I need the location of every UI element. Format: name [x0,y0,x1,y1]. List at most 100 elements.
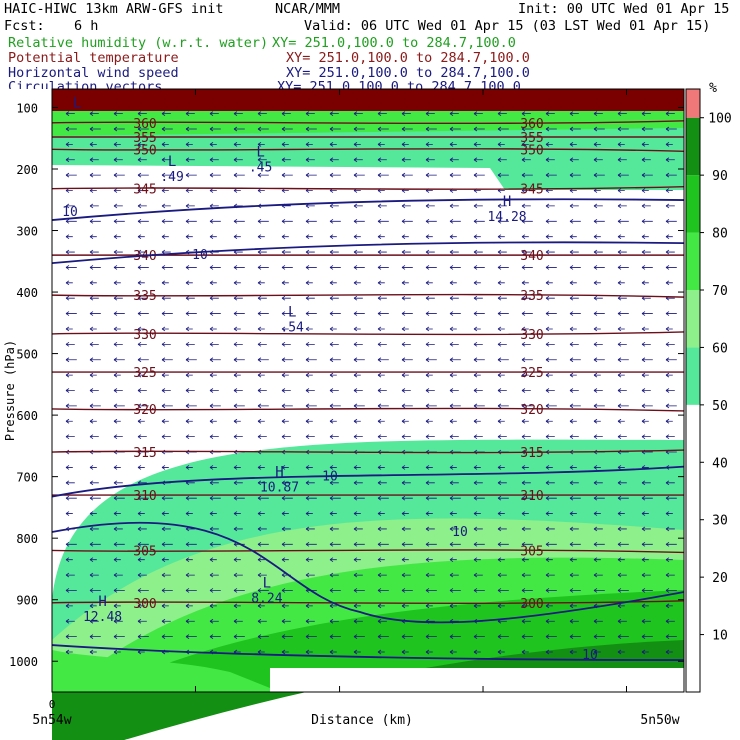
vector-arrow [65,557,73,563]
vector-arrow [545,465,553,470]
vector-arrow [425,418,433,424]
vector-arrow [641,649,649,655]
vector-arrow [113,342,123,347]
vector-arrow [257,142,265,147]
vector-arrow [401,403,413,409]
vector-arrow [209,480,219,486]
vector-arrow [617,218,629,224]
vector-arrow [233,295,243,301]
extremum-symbol: L [168,154,176,170]
vector-arrow [185,126,197,132]
vector-arrow [569,142,577,147]
extremum-value: 10.87 [260,481,299,496]
fcst-label: Fcst: [4,18,45,34]
vector-arrow [545,495,557,501]
vector-arrow [593,495,605,501]
extremum-symbol: L [256,145,264,161]
vector-arrow [497,541,509,547]
vector-arrow [521,203,531,209]
vector-arrow [329,603,337,609]
vector-arrow [473,357,485,363]
vector-arrow [569,295,579,301]
vector-arrow [329,234,337,240]
vector-arrow [521,403,533,409]
vector-arrow [353,342,363,347]
vector-arrow [305,511,313,516]
vector-arrow [209,526,219,532]
vector-arrow [113,111,123,116]
vector-arrow [65,295,75,301]
vector-arrow [89,434,99,439]
vector-arrow [89,126,101,132]
vector-arrow [377,342,387,347]
vector-arrow [137,388,147,393]
vector-arrow [449,172,461,178]
vector-arrow [449,480,459,486]
vector-arrow [353,357,365,363]
x-origin-label: 0 [49,698,56,711]
vector-arrow [497,249,507,255]
vector-arrow [257,234,265,240]
theta-contour-line [51,148,685,152]
vector-arrow [329,403,341,409]
vector-arrow [185,372,193,378]
vector-arrow [113,218,125,224]
vector-arrow [449,142,457,147]
vector-arrow [449,649,457,655]
vector-arrow [497,203,507,209]
vector-arrow [521,634,533,639]
vector-arrow [89,618,99,624]
vector-arrow [137,511,145,516]
vector-arrow [449,357,461,363]
vector-arrow [665,480,675,486]
theta-label: 325 [133,366,156,381]
vector-arrow [353,295,363,301]
vector-arrow [329,265,341,270]
vector-arrow [89,588,101,593]
vector-arrow [521,526,531,532]
vector-arrow [641,618,651,624]
vector-arrow [305,618,315,624]
vector-arrow [65,280,73,286]
vector-arrow [233,311,245,316]
vector-arrow [113,511,121,516]
vector-arrow [185,234,193,240]
vector-arrow [281,495,293,501]
vector-arrow [545,234,553,240]
vector-arrow [641,218,653,224]
vector-arrow [377,218,389,224]
vector-arrow [569,326,577,332]
vector-arrow [449,372,457,378]
vector-arrow [593,203,603,209]
vector-arrow [113,557,121,563]
vector-arrow [545,157,555,163]
vector-arrow [545,295,555,301]
vector-arrow [257,280,265,286]
vector-arrow [209,465,217,470]
vector-arrow [113,541,125,547]
vector-arrow [449,465,457,470]
vector-arrow [473,142,481,147]
vector-arrow [641,111,651,116]
vector-arrow [233,265,245,270]
vector-arrow [89,649,97,655]
vector-arrow [617,388,627,393]
vector-arrow [449,588,461,593]
vector-arrow [353,203,363,209]
vector-arrow [593,265,605,270]
vector-arrow [113,649,121,655]
vector-arrow [209,634,221,639]
vector-arrow [521,372,529,378]
vector-arrow [89,372,97,378]
vector-arrow [137,249,147,255]
vector-arrow [473,280,481,286]
theta-label: 305 [133,544,156,559]
vector-arrow [329,634,341,639]
vector-arrow [161,126,173,132]
vector-arrow [617,342,627,347]
vector-arrow [185,603,193,609]
vector-arrow [113,495,125,501]
vector-arrow [665,588,677,593]
vector-arrow [497,603,505,609]
vector-arrow [521,311,533,316]
